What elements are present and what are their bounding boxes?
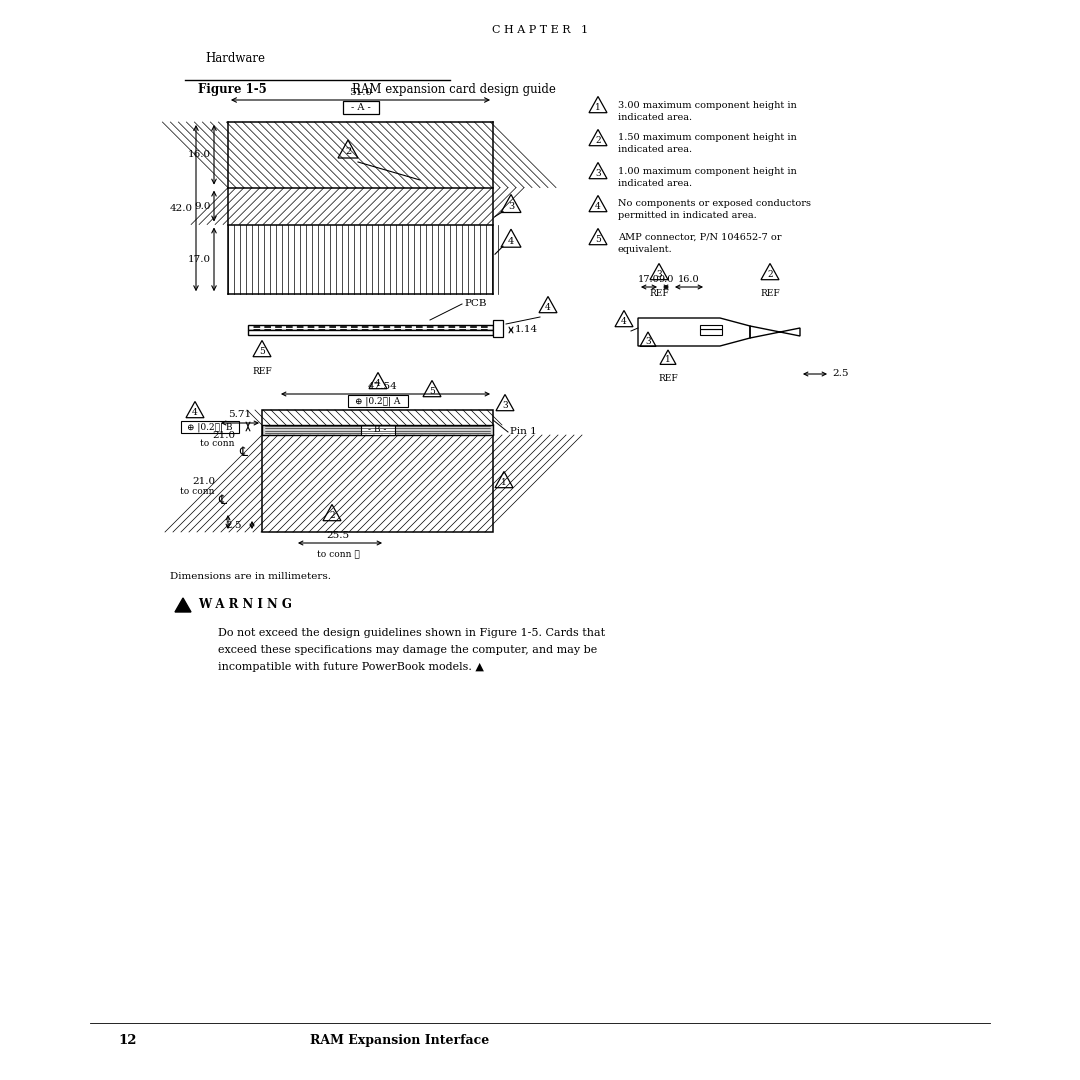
- Text: - A -: - A -: [351, 103, 370, 112]
- Text: 1.00 maximum component height in: 1.00 maximum component height in: [618, 166, 797, 175]
- Text: ℄: ℄: [239, 446, 247, 459]
- Text: indicated area.: indicated area.: [618, 112, 692, 121]
- Text: 12: 12: [118, 1034, 136, 1047]
- Text: 4: 4: [545, 302, 551, 312]
- Text: 51.0: 51.0: [349, 87, 373, 97]
- Text: 2: 2: [595, 136, 600, 145]
- Bar: [248, 325, 492, 330]
- Text: REF: REF: [649, 289, 669, 298]
- Text: incompatible with future PowerBook models. ▲: incompatible with future PowerBook model…: [218, 662, 484, 672]
- Text: indicated area.: indicated area.: [618, 146, 692, 154]
- Text: 16.0: 16.0: [188, 150, 211, 159]
- Text: 1.14: 1.14: [515, 325, 538, 335]
- Text: W A R N I N G: W A R N I N G: [198, 598, 292, 611]
- Bar: [228, 122, 492, 188]
- Text: AMP connector, P/N 104652-7 or: AMP connector, P/N 104652-7 or: [618, 232, 782, 242]
- Text: REF: REF: [658, 374, 678, 383]
- Text: ⊕ |0.2Ⓢ| B: ⊕ |0.2Ⓢ| B: [187, 422, 233, 432]
- Polygon shape: [175, 598, 191, 612]
- Text: 5.71: 5.71: [229, 410, 252, 419]
- Text: Dimensions are in millimeters.: Dimensions are in millimeters.: [170, 572, 330, 581]
- Text: 3: 3: [595, 168, 600, 178]
- Text: exceed these specifications may damage the computer, and may be: exceed these specifications may damage t…: [218, 645, 597, 654]
- Text: 3: 3: [508, 202, 514, 211]
- Text: permitted in indicated area.: permitted in indicated area.: [618, 212, 757, 220]
- Text: 4: 4: [621, 316, 626, 326]
- Text: 1: 1: [665, 355, 671, 364]
- Bar: [228, 188, 492, 225]
- Text: REF: REF: [252, 367, 272, 376]
- Bar: [262, 410, 492, 532]
- Text: 42.0: 42.0: [170, 204, 193, 213]
- Text: 4: 4: [192, 408, 198, 417]
- Text: PCB: PCB: [464, 299, 486, 309]
- Text: REF: REF: [760, 289, 780, 298]
- Text: Pin 1: Pin 1: [510, 428, 537, 436]
- Text: 2.5: 2.5: [226, 521, 242, 529]
- Text: 47.54: 47.54: [367, 382, 397, 391]
- Bar: [700, 329, 723, 335]
- FancyBboxPatch shape: [361, 426, 394, 435]
- Bar: [492, 320, 503, 337]
- Text: 2: 2: [329, 511, 335, 519]
- Text: 1: 1: [501, 477, 507, 487]
- Text: 4: 4: [375, 379, 381, 388]
- Text: 3: 3: [657, 270, 662, 279]
- Text: to conn: to conn: [201, 440, 235, 448]
- Text: 21.0: 21.0: [192, 477, 215, 486]
- Text: 2: 2: [767, 270, 773, 279]
- Text: 3.00 maximum component height in: 3.00 maximum component height in: [618, 100, 797, 109]
- FancyBboxPatch shape: [348, 395, 407, 407]
- Text: RAM expansion card design guide: RAM expansion card design guide: [352, 83, 556, 96]
- Text: 2.5: 2.5: [832, 369, 849, 378]
- Text: to conn ℄: to conn ℄: [316, 550, 360, 559]
- Text: 2: 2: [345, 148, 351, 157]
- Text: 1.50 maximum component height in: 1.50 maximum component height in: [618, 134, 797, 143]
- FancyBboxPatch shape: [342, 102, 378, 114]
- Text: 16.0: 16.0: [678, 275, 700, 284]
- Text: 9.0: 9.0: [659, 275, 674, 284]
- Text: 5: 5: [259, 347, 265, 355]
- Text: 3: 3: [645, 337, 651, 346]
- Text: equivalent.: equivalent.: [618, 244, 673, 254]
- Text: Do not exceed the design guidelines shown in Figure 1-5. Cards that: Do not exceed the design guidelines show…: [218, 627, 605, 638]
- Text: No components or exposed conductors: No components or exposed conductors: [618, 200, 811, 208]
- Text: ℄: ℄: [218, 494, 226, 507]
- Bar: [262, 426, 492, 435]
- Text: 17.0: 17.0: [638, 275, 660, 284]
- Text: 25.5: 25.5: [326, 531, 350, 540]
- Text: 5: 5: [429, 387, 435, 395]
- Text: 9.0: 9.0: [194, 202, 211, 211]
- Bar: [228, 225, 492, 294]
- Text: 3: 3: [502, 401, 508, 409]
- Bar: [700, 325, 723, 329]
- Text: 4: 4: [595, 202, 600, 211]
- Text: Hardware: Hardware: [205, 52, 265, 65]
- Text: Figure 1-5: Figure 1-5: [198, 83, 267, 96]
- Text: 4: 4: [508, 237, 514, 246]
- Text: 1: 1: [595, 103, 600, 112]
- Text: C H A P T E R   1: C H A P T E R 1: [491, 25, 589, 35]
- Text: 17.0: 17.0: [188, 255, 211, 264]
- Text: indicated area.: indicated area.: [618, 178, 692, 188]
- Text: 5: 5: [595, 234, 600, 244]
- Text: - B -: - B -: [368, 426, 387, 434]
- Text: RAM Expansion Interface: RAM Expansion Interface: [310, 1034, 489, 1047]
- Text: ⊕ |0.2Ⓢ| A: ⊕ |0.2Ⓢ| A: [355, 396, 401, 406]
- Text: to conn: to conn: [180, 486, 215, 496]
- Text: 21.0: 21.0: [212, 431, 235, 440]
- FancyBboxPatch shape: [181, 421, 239, 433]
- Bar: [248, 330, 492, 335]
